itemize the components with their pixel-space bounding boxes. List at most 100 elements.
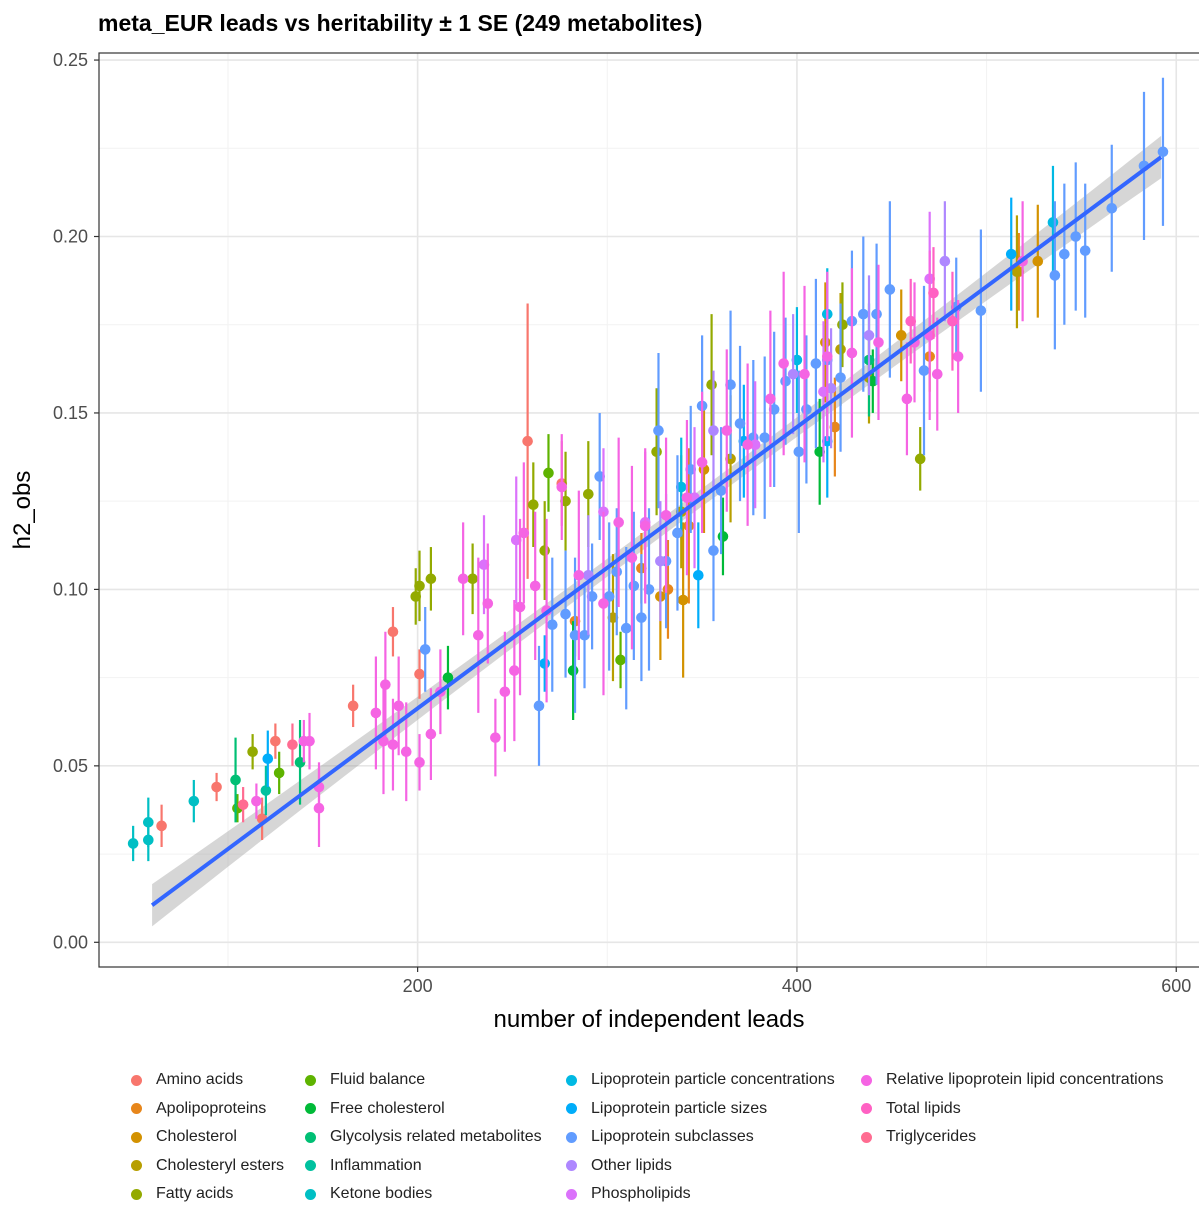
data-point (858, 308, 869, 320)
axes: 0.00 0.05 0.10 0.15 0.20 0.25 200 400 600 number … (9, 50, 1191, 1033)
legend-item: Free cholesterol (305, 1098, 445, 1120)
data-point (931, 368, 943, 380)
data-point (787, 368, 799, 380)
data-point (529, 580, 541, 592)
data-point (620, 622, 632, 634)
y-axis-label: h2_obs (9, 471, 36, 550)
data-point (1005, 248, 1017, 260)
data-point (473, 629, 484, 641)
data-point (347, 700, 359, 712)
data-point (482, 598, 494, 609)
legend-label: Lipoprotein subclasses (591, 1128, 754, 1145)
data-point (598, 598, 609, 609)
legend-swatch (131, 1160, 142, 1171)
data-point (626, 552, 638, 563)
legend-item: Inflammation (305, 1155, 422, 1177)
data-point (928, 287, 939, 299)
data-point (821, 435, 833, 447)
data-point (820, 337, 831, 348)
legend-item: Triglycerides (861, 1126, 976, 1148)
data-point (873, 337, 884, 348)
legend-item: Cholesteryl esters (131, 1155, 284, 1177)
data-point (543, 467, 554, 479)
legend-label: Relative lipoprotein lipid concentration… (886, 1071, 1164, 1088)
legend-label: Cholesterol (156, 1128, 237, 1145)
x-axis-label: number of independent leads (494, 1006, 805, 1033)
y-tick-label: 0.10 (53, 579, 88, 599)
legend-swatch (566, 1160, 577, 1171)
data-point (884, 284, 896, 295)
legend-swatch (305, 1131, 316, 1143)
legend-label: Triglycerides (886, 1128, 977, 1145)
data-point (393, 700, 404, 712)
data-point (715, 485, 727, 496)
data-point (835, 372, 846, 383)
legend-swatch (305, 1160, 316, 1171)
data-point (273, 767, 285, 779)
data-point (380, 679, 391, 690)
fit-line (150, 155, 1163, 907)
data-point (895, 330, 907, 341)
data-point (706, 379, 717, 391)
data-point (499, 686, 511, 698)
data-point (247, 746, 258, 758)
data-point (1059, 248, 1070, 260)
data-point (615, 654, 626, 666)
legend-swatch (566, 1103, 577, 1114)
data-point (683, 520, 695, 532)
legend-item: Fatty acids (131, 1183, 233, 1205)
data-point (952, 351, 964, 362)
data-point (1157, 146, 1169, 158)
data-point (837, 319, 848, 331)
legend-label: Lipoprotein particle concentrations (591, 1071, 835, 1088)
legend-label: Ketone bodies (330, 1185, 433, 1202)
data-point (1049, 270, 1061, 281)
data-point (522, 435, 533, 447)
data-point (639, 520, 651, 532)
y-tick-label: 0.20 (53, 227, 88, 247)
legend-item: Fluid balance (305, 1069, 425, 1091)
data-point (586, 591, 598, 602)
x-tick-label: 200 (403, 976, 433, 996)
data-point (651, 446, 662, 458)
x-tick-label: 600 (1161, 976, 1191, 996)
data-point (914, 453, 926, 465)
data-point (734, 418, 746, 429)
data-point (799, 368, 810, 380)
data-point (490, 732, 501, 743)
legend-swatch (131, 1188, 142, 1200)
legend-item: Lipoprotein subclasses (566, 1126, 754, 1148)
data-point (143, 834, 154, 846)
data-point (1106, 202, 1118, 214)
legend-label: Fluid balance (330, 1071, 426, 1088)
data-point (251, 795, 262, 807)
data-point (539, 658, 550, 669)
data-point (560, 495, 571, 507)
data-point (685, 464, 697, 475)
data-point (725, 453, 736, 465)
data-point (567, 665, 579, 676)
data-point (603, 591, 615, 602)
legend-item: Cholesterol (131, 1126, 237, 1148)
data-point (768, 404, 780, 415)
legend-item: Other lipids (566, 1155, 672, 1177)
legend-item: Relative lipoprotein lipid concentration… (861, 1069, 1164, 1091)
legend-label: Other lipids (591, 1156, 672, 1174)
data-point (708, 425, 719, 436)
data-point (814, 446, 825, 458)
data-point (643, 584, 655, 595)
data-point (478, 559, 490, 570)
data-point (270, 735, 281, 747)
data-point (313, 802, 325, 814)
data-point (262, 753, 274, 765)
y-tick-label: 0.25 (53, 50, 88, 70)
data-points (127, 77, 1169, 862)
data-point (410, 591, 422, 602)
legend-label: Cholesteryl esters (156, 1156, 285, 1174)
data-point (725, 379, 736, 391)
data-point (467, 573, 478, 585)
data-point (1047, 217, 1059, 228)
legend-item: Lipoprotein particle sizes (566, 1098, 767, 1120)
data-point (801, 404, 812, 415)
data-point (867, 375, 879, 387)
